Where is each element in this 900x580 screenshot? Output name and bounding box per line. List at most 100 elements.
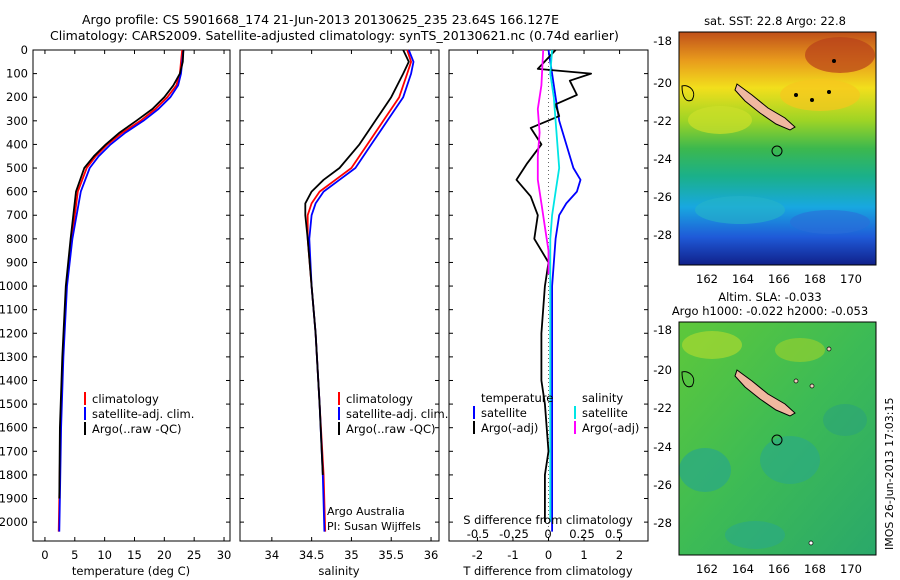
series-line-temperature-argo-adj-	[515, 49, 592, 523]
temperature-legend-item: Argo(..raw -QC)	[92, 422, 182, 436]
y-tick-label: 1600	[0, 421, 28, 435]
salinity-annotation-line1: Argo Australia	[327, 505, 405, 518]
sla-patch	[823, 404, 867, 436]
sst-patch	[790, 210, 870, 234]
islet	[793, 378, 799, 384]
header-line1: Argo profile: CS 5901668_174 21-Jun-2013…	[82, 12, 559, 27]
map-top-xticks: 162 164 166 168 170	[696, 272, 862, 286]
salinity-legend-item: climatology	[346, 392, 413, 406]
y-tick-label: 600	[6, 185, 28, 199]
difference-legend-item: Argo(-adj)	[481, 421, 538, 435]
sla-patch	[725, 521, 785, 549]
x-tick-label: 35.5	[378, 548, 404, 562]
salinity-legend: climatology satellite-adj. clim. Argo(..…	[327, 392, 448, 533]
sla-patch	[775, 338, 825, 362]
islet	[808, 540, 814, 546]
map-bottom-ytick: -20	[653, 363, 672, 377]
y-tick-label: 0	[21, 43, 28, 57]
y-tick-label: 1700	[0, 444, 28, 458]
x-tick-label: 0	[545, 548, 552, 562]
y-tick-label: 500	[6, 161, 28, 175]
y-tick-label: 1100	[0, 303, 28, 317]
x-tick-label: 30	[217, 548, 232, 562]
map-top-yticks: -18 -20 -22 -24 -26 -28	[653, 34, 672, 242]
y-tick-label: 900	[6, 255, 28, 269]
difference-legend-header-s: salinity	[582, 391, 623, 405]
argo-position-marker	[771, 434, 783, 446]
sla-patch	[679, 448, 731, 492]
map-top-xtick: 166	[768, 272, 790, 286]
difference-legend-header-t: temperature	[481, 391, 553, 405]
y-tick-label: 700	[6, 208, 28, 222]
salinity-chart: 34 34.5 35 35.5 36	[240, 49, 439, 562]
x-tick-label: 34	[265, 548, 280, 562]
islet	[827, 90, 831, 94]
footer-timestamp: IMOS 26-Jun-2013 17:03:15	[883, 397, 896, 550]
x-tick-label: 36	[424, 548, 439, 562]
y-tick-label: 200	[6, 90, 28, 104]
sst-patch	[695, 196, 785, 224]
temperature-chart: 0100200300400500600700800900100011001200…	[0, 43, 231, 562]
temperature-legend-item: climatology	[92, 392, 159, 406]
reef-outline	[681, 85, 695, 102]
s-tick-label: 0.25	[569, 527, 595, 541]
map-bottom-ytick: -24	[653, 440, 672, 454]
islet	[826, 346, 832, 352]
y-tick-label: 1300	[0, 350, 28, 364]
sst-patch	[780, 79, 860, 111]
reef-outline	[681, 371, 695, 388]
map-top-xtick: 170	[840, 272, 862, 286]
sla-patch	[760, 436, 820, 484]
s-tick-label: -0.25	[499, 527, 529, 541]
y-tick-label: 1800	[0, 468, 28, 482]
x-tick-label: 20	[157, 548, 172, 562]
sst-patch	[688, 106, 752, 134]
difference-chart: -2 -1 0 1 2	[449, 49, 648, 562]
map-top-xtick: 164	[732, 272, 754, 286]
salinity-axes	[239, 49, 440, 542]
y-tick-label: 300	[6, 114, 28, 128]
map-top-xtick: 168	[804, 272, 826, 286]
islet	[832, 59, 836, 63]
islet	[794, 93, 798, 97]
y-tick-label: 1400	[0, 373, 28, 387]
map-bottom-ytick: -26	[653, 478, 672, 492]
islet	[809, 383, 815, 389]
y-tick-label: 1900	[0, 492, 28, 506]
s-tick-label: -0.5	[467, 527, 489, 541]
map-bottom-xtick: 168	[804, 562, 826, 576]
difference-legend: temperature satellite Argo(-adj) salinit…	[473, 391, 639, 435]
temperature-legend-item: satellite-adj. clim.	[92, 407, 194, 421]
y-tick-label: 1000	[0, 279, 28, 293]
x-tick-label: 1	[580, 548, 587, 562]
series-line-temperature-satellite	[547, 49, 582, 532]
map-top-ytick: -24	[653, 152, 672, 166]
map-top-title: sat. SST: 22.8 Argo: 22.8	[704, 14, 846, 28]
temperature-xlabel: temperature (deg C)	[72, 564, 190, 578]
map-bottom-xtick: 164	[732, 562, 754, 576]
map-top-ytick: -18	[653, 34, 672, 48]
salinity-legend-item: Argo(..raw -QC)	[346, 422, 436, 436]
map-top-xtick: 162	[696, 272, 718, 286]
map-bottom-title1: Altim. SLA: -0.033	[718, 290, 822, 304]
salinity-annotation-line2: PI: Susan Wijffels	[327, 520, 421, 533]
map-top	[678, 31, 877, 266]
x-tick-label: 25	[187, 548, 202, 562]
map-bottom-xticks: 162 164 166 168 170	[696, 562, 862, 576]
series-line-satellite-adj-clim-	[308, 49, 415, 532]
map-bottom-title2: Argo h1000: -0.022 h2000: -0.053	[672, 304, 868, 318]
map-bottom-xtick: 162	[696, 562, 718, 576]
temperature-legend: climatology satellite-adj. clim. Argo(..…	[84, 392, 194, 436]
x-tick-label: -1	[507, 548, 518, 562]
map-bottom	[678, 321, 877, 556]
y-tick-label: 800	[6, 232, 28, 246]
y-tick-label: 400	[6, 137, 28, 151]
series-line-argo-raw-qc-	[58, 49, 185, 499]
difference-legend-item: Argo(-adj)	[582, 421, 639, 435]
temperature-axes	[32, 49, 231, 542]
map-bottom-ytick: -28	[653, 516, 672, 530]
difference-axes	[448, 49, 649, 542]
series-line-salinity-satellite	[549, 49, 561, 523]
header-line2: Climatology: CARS2009. Satellite-adjuste…	[50, 28, 619, 43]
island-new-caledonia	[734, 369, 796, 417]
